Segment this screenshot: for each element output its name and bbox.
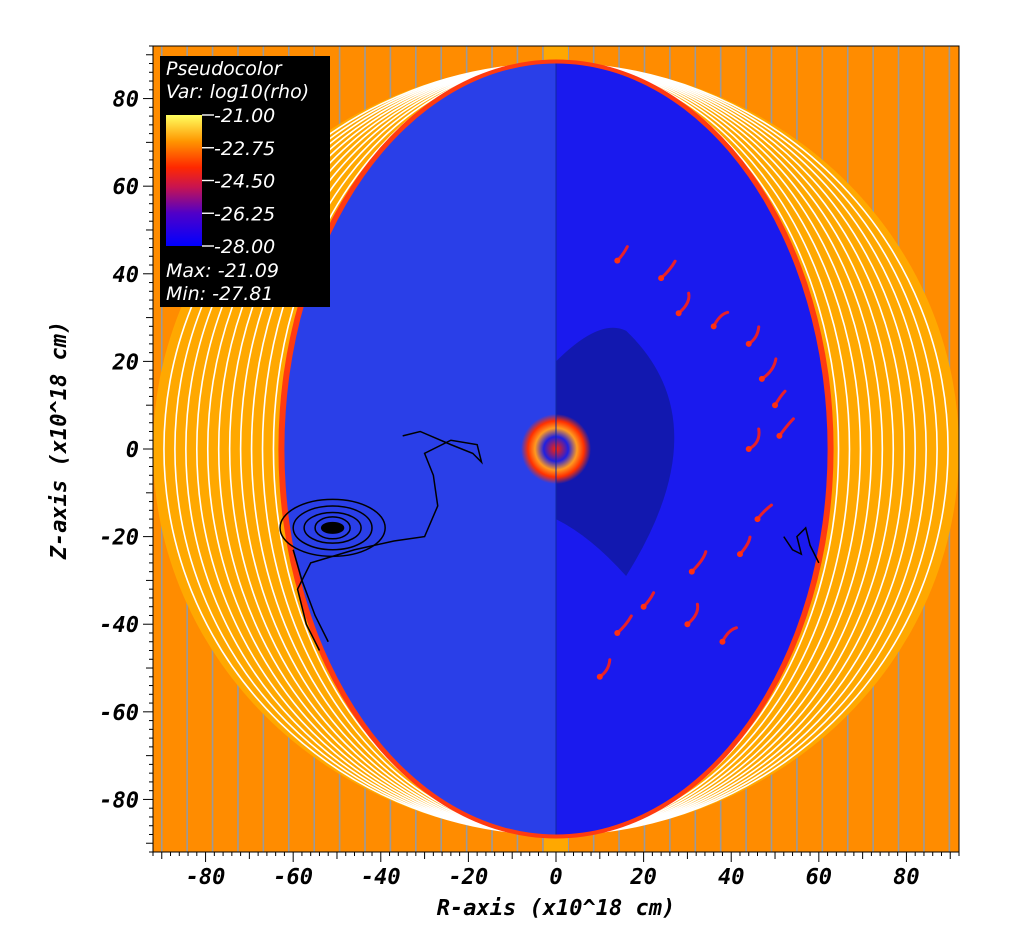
finger-tip	[658, 275, 665, 282]
finger-tip	[736, 551, 743, 558]
y-axis-title: Z-axis (x10^18 cm)	[47, 321, 72, 560]
x-axis-title: R-axis (x10^18 cm)	[437, 896, 675, 921]
x-tick-label: -40	[361, 865, 401, 890]
finger-tip	[596, 673, 603, 680]
contour-ring	[303, 511, 362, 544]
contour-line	[783, 526, 820, 564]
finger-tip	[684, 621, 691, 628]
legend-variable: Var: log10(rho)	[166, 81, 309, 103]
y-tick-label: -80	[99, 788, 139, 813]
finger-tip	[758, 375, 765, 382]
bubble-left-half	[284, 63, 556, 835]
finger-tip	[675, 310, 682, 317]
finger-tip	[614, 629, 621, 636]
colorbar-label: -24.50	[214, 171, 275, 193]
colorbar-label: -26.25	[214, 203, 275, 225]
finger-tip	[772, 402, 779, 409]
colorbar-ticks: -21.00 -22.75 -24.50 -26.25 -28.00	[202, 105, 275, 258]
plot-area	[153, 46, 959, 852]
x-tick-label: -80	[186, 865, 226, 890]
legend-max: Max: -21.09	[166, 260, 279, 282]
rayleigh-taylor-fingers	[596, 245, 795, 680]
x-tick-label: 60	[806, 865, 833, 890]
finger-tip	[776, 432, 783, 439]
y-tick-label: -60	[99, 701, 139, 726]
legend-min: Min: -27.81	[166, 283, 273, 305]
legend: Pseudocolor Var: log10(rho) -21.00 -22.75…	[160, 56, 330, 307]
y-tick-label: -40	[99, 613, 139, 638]
x-tick-label: 40	[718, 865, 745, 890]
x-tick-label: 80	[893, 865, 920, 890]
x-tick-label: -60	[273, 865, 313, 890]
y-tick-label: 40	[113, 263, 140, 288]
finger-tip	[640, 603, 647, 610]
x-tick-label: 20	[629, 865, 657, 890]
finger-tip	[710, 323, 717, 330]
contour-ring	[314, 516, 351, 540]
finger-tip	[745, 340, 752, 347]
bubble-right-half	[556, 63, 828, 835]
finger-tip	[614, 257, 621, 264]
contour-line	[296, 430, 483, 651]
colorbar-label: -22.75	[214, 138, 275, 160]
inner-cavity	[556, 327, 675, 577]
density-contours	[279, 430, 820, 651]
y-tick-label: 80	[113, 88, 140, 113]
x-tick-label: 0	[549, 865, 562, 890]
legend-plot-type: Pseudocolor	[166, 58, 283, 80]
x-tick-label: -20	[449, 865, 489, 890]
colorbar	[166, 115, 202, 246]
contour-line	[292, 549, 329, 643]
y-tick-label: -20	[99, 526, 139, 551]
y-tick-label: 60	[113, 175, 140, 200]
contour-core	[320, 521, 345, 534]
x-axis-ticks: -80 -60 -40 -20 0 20 40 60 80	[152, 852, 960, 890]
finger-tip	[688, 568, 695, 575]
finger-tip	[719, 638, 726, 645]
finger-tip	[745, 446, 752, 452]
colorbar-label: -21.00	[214, 105, 275, 127]
y-axis-ticks: -80 -60 -40 -20 0 20 40 60 80	[99, 45, 153, 853]
colorbar-label: -28.00	[214, 236, 275, 258]
contour-ring	[292, 505, 373, 551]
finger-tip	[754, 516, 761, 523]
y-tick-label: 0	[126, 438, 139, 463]
y-tick-label: 20	[112, 350, 140, 375]
